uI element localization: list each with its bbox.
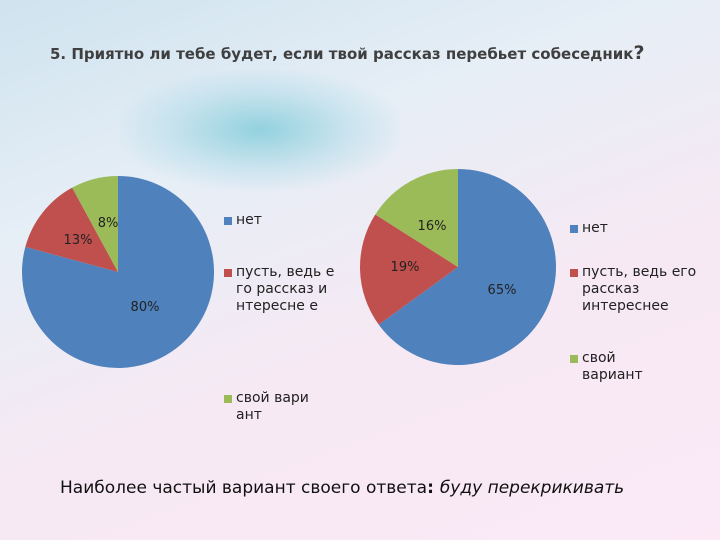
legend-label: свой вариант	[582, 350, 643, 383]
title-question-mark: ?	[633, 42, 645, 64]
legend-swatch	[224, 217, 232, 225]
legend-swatch	[224, 269, 232, 277]
legend-label: нет	[582, 220, 608, 236]
footer-colon: :	[427, 478, 440, 498]
page-title: 5. Приятно ли тебе будет, если твой расс…	[50, 42, 690, 64]
slice-data-label: 16%	[418, 219, 447, 234]
legend-2-item-pust: пусть, ведь его рассказ интереснее	[570, 264, 700, 314]
title-glow	[120, 70, 400, 190]
legend-label: нет	[236, 212, 262, 228]
legend-1-item-svoi: свой вариант	[224, 390, 314, 424]
legend-label: пусть, ведь его рассказ интересне е	[236, 264, 335, 314]
footer-lead: Наиболее частый вариант своего ответа	[60, 478, 428, 498]
title-text: 5. Приятно ли тебе будет, если твой расс…	[50, 45, 634, 63]
pie-chart-2: 65% 19% 16%	[360, 169, 556, 366]
legend-label: пусть, ведь его рассказ интереснее	[582, 264, 697, 314]
footer-answer: буду перекрикивать	[439, 478, 625, 498]
slice-data-label: 19%	[391, 260, 420, 275]
pie-chart-1: 80% 13% 8%	[21, 176, 214, 369]
legend-swatch	[570, 269, 578, 277]
pie-slice	[360, 214, 458, 325]
legend-1-item-pust: пусть, ведь его рассказ интересне е	[224, 264, 336, 314]
legend-2-item-net: нет	[570, 220, 608, 237]
footer-note: Наиболее частый вариант своего ответа: б…	[60, 478, 624, 498]
legend-label: свой вариант	[236, 390, 309, 423]
pie-slice	[25, 187, 118, 272]
pie-slice	[21, 176, 214, 369]
pie-slice	[72, 176, 118, 272]
legend-swatch	[570, 355, 578, 363]
pie-slice	[378, 169, 556, 366]
legend-1-item-net: нет	[224, 212, 262, 229]
slice-data-label: 65%	[488, 283, 517, 298]
legend-swatch	[224, 395, 232, 403]
legend-swatch	[570, 225, 578, 233]
slice-data-label: 80%	[131, 300, 160, 315]
slice-data-label: 8%	[98, 216, 119, 231]
legend-2-item-svoi: свой вариант	[570, 350, 670, 384]
slice-data-label: 13%	[64, 233, 93, 248]
pie-slice	[375, 169, 458, 267]
